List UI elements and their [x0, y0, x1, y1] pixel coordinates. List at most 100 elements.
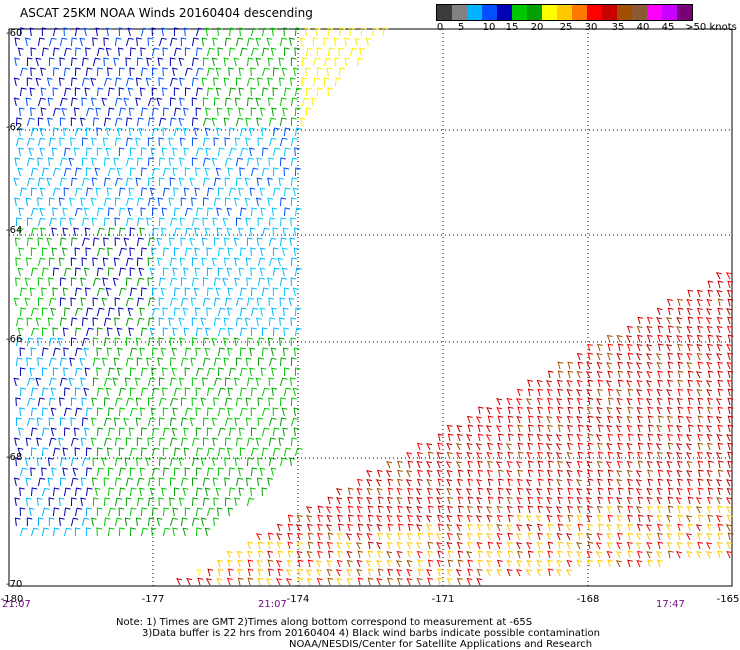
wind-barb	[283, 287, 290, 297]
wind-barb	[617, 361, 623, 370]
wind-barb	[606, 442, 613, 451]
wind-barb	[376, 487, 383, 496]
wind-barb	[576, 397, 583, 406]
wind-barb	[173, 247, 180, 257]
wind-barb	[517, 442, 524, 451]
wind-barb	[178, 177, 185, 187]
wind-barb	[63, 147, 71, 157]
wind-barb	[537, 478, 544, 487]
wind-barb	[125, 137, 133, 147]
wind-barb	[667, 442, 674, 451]
wind-barb	[118, 487, 126, 497]
wind-barb	[455, 569, 462, 577]
wind-barb	[85, 287, 91, 297]
wind-barb	[726, 469, 733, 478]
wind-barb	[116, 327, 123, 337]
wind-barb	[686, 505, 693, 514]
wind-barb	[536, 379, 543, 388]
wind-barb	[125, 477, 134, 487]
wind-barb	[48, 297, 57, 307]
wind-barb	[102, 257, 109, 267]
wind-barb	[567, 514, 574, 523]
wind-barb	[406, 506, 412, 514]
wind-barb	[63, 427, 70, 437]
wind-barb	[37, 357, 43, 367]
wind-barb	[725, 479, 732, 487]
wind-barb	[517, 505, 524, 514]
wind-barb	[327, 496, 334, 505]
wind-barb	[239, 287, 247, 297]
wind-barb	[114, 137, 122, 147]
wind-barb	[37, 297, 44, 307]
wind-barb	[656, 397, 663, 406]
wind-barb	[125, 257, 134, 267]
wind-barb	[276, 541, 283, 550]
wind-barb	[13, 77, 20, 87]
wind-barb	[51, 467, 57, 477]
wind-barb	[577, 451, 584, 460]
wind-barb	[255, 533, 262, 541]
wind-barb	[150, 407, 157, 417]
wind-barb	[268, 417, 277, 427]
wind-barb	[52, 87, 59, 97]
wind-barb	[59, 417, 66, 427]
wind-barb	[356, 532, 363, 541]
wind-barb	[92, 377, 99, 387]
wind-barb	[25, 197, 32, 207]
wind-barb	[235, 117, 244, 127]
wind-barb	[256, 297, 263, 307]
wind-barb	[516, 559, 523, 568]
wind-barb	[305, 47, 313, 57]
wind-barb	[597, 478, 603, 487]
wind-barb	[114, 237, 121, 247]
wind-barb	[129, 67, 135, 77]
wind-barb	[85, 167, 92, 176]
wind-barb	[635, 506, 642, 514]
wind-barb	[80, 437, 87, 447]
wind-barb	[83, 347, 90, 357]
wind-barb	[74, 247, 81, 257]
wind-barb	[717, 298, 724, 307]
wind-barb	[140, 27, 149, 37]
wind-barb	[545, 380, 552, 388]
wind-barb	[677, 505, 683, 514]
wind-barb	[657, 478, 664, 487]
wind-barb	[194, 227, 200, 237]
wind-barb	[486, 487, 493, 496]
wind-barb	[14, 57, 20, 67]
wind-barb	[256, 237, 263, 247]
wind-barb	[37, 257, 46, 267]
wind-barb	[118, 227, 126, 237]
wind-barb	[727, 298, 734, 307]
wind-barb	[25, 497, 32, 507]
wind-barb	[656, 496, 663, 505]
wind-barb	[172, 147, 178, 157]
wind-barb	[567, 496, 574, 505]
wind-barb	[191, 257, 198, 267]
wind-barb	[270, 467, 277, 477]
lat-lon-grid	[9, 29, 732, 586]
wind-barb	[516, 542, 522, 550]
wind-barb	[347, 523, 353, 532]
wind-barb	[17, 427, 24, 437]
wind-barb	[281, 407, 288, 417]
wind-barb	[696, 551, 702, 559]
wind-barb	[59, 137, 65, 147]
wind-barb	[228, 147, 237, 157]
wind-barb	[80, 277, 86, 287]
wind-barb	[68, 157, 75, 167]
wind-barb	[496, 542, 503, 550]
wind-barb	[74, 287, 82, 297]
wind-barb	[507, 532, 513, 541]
wind-barb	[107, 427, 115, 437]
wind-barb	[445, 461, 452, 469]
wind-barb	[227, 407, 233, 417]
wind-barb	[13, 97, 20, 107]
legend-tick-label: 15	[505, 22, 519, 33]
wind-barb	[657, 379, 663, 388]
wind-barb	[191, 197, 197, 207]
wind-barb	[83, 387, 90, 397]
wind-barb	[267, 197, 274, 207]
wind-barb	[355, 542, 362, 550]
wind-barb	[41, 467, 47, 477]
